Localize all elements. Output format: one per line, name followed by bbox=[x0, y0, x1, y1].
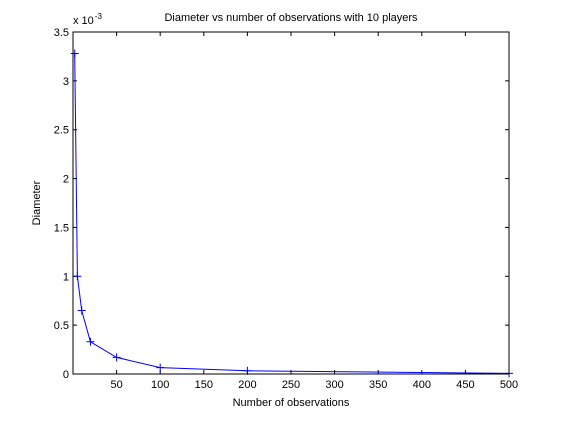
axis-tick-labels: 50 100 150 200 250 300 350 400 450 500 0 0.5 1 1.5 2 2.… bbox=[54, 27, 518, 391]
y-tick-label: 1.5 bbox=[54, 222, 69, 234]
x-tick-label: 150 bbox=[195, 379, 213, 391]
chart-title: Diameter vs number of observations with … bbox=[164, 12, 418, 24]
y-tick-label: 0 bbox=[63, 369, 69, 381]
y-tick-label: 3.5 bbox=[54, 27, 69, 39]
data-point-marker bbox=[73, 272, 82, 281]
data-point-marker bbox=[243, 366, 252, 375]
x-tick-label: 200 bbox=[238, 379, 256, 391]
y-axis-label: Diameter bbox=[31, 180, 43, 225]
axes-box bbox=[72, 31, 510, 375]
y-tick-label: 1 bbox=[63, 271, 69, 283]
x-axis-label: Number of observations bbox=[233, 397, 350, 409]
y-tick-label: 3 bbox=[63, 76, 69, 88]
x-tick-label: 100 bbox=[151, 379, 169, 391]
y-tick-label: 0.5 bbox=[54, 320, 69, 332]
y-tick-label: 2 bbox=[63, 174, 69, 186]
data-point-marker bbox=[86, 337, 95, 346]
x-tick-label: 300 bbox=[325, 379, 343, 391]
data-point-marker bbox=[77, 306, 86, 315]
x-tick-label: 500 bbox=[500, 379, 518, 391]
plot-area bbox=[73, 32, 509, 374]
y-exponent-base: x 10 bbox=[73, 15, 94, 27]
y-exponent-label: x 10-3 bbox=[73, 12, 102, 27]
data-point-marker bbox=[156, 363, 165, 372]
y-exponent-power: -3 bbox=[95, 12, 103, 21]
series-line bbox=[74, 53, 510, 374]
x-tick-label: 450 bbox=[456, 379, 474, 391]
x-tick-label: 50 bbox=[110, 379, 122, 391]
x-tick-label: 400 bbox=[413, 379, 431, 391]
y-tick-label: 2.5 bbox=[54, 125, 69, 137]
data-point-marker bbox=[70, 49, 79, 58]
x-tick-label: 250 bbox=[282, 379, 300, 391]
data-point-marker bbox=[112, 353, 121, 362]
x-tick-label: 350 bbox=[369, 379, 387, 391]
